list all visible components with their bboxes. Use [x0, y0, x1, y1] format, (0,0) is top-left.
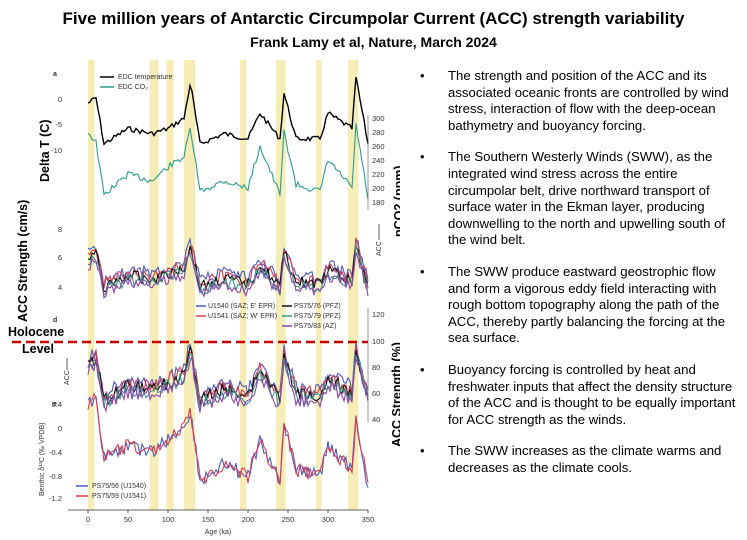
panel-letter-a: a: [53, 71, 57, 78]
bullet-item: Buoyancy forcing is controlled by heat a…: [418, 362, 740, 428]
tick-e-04: 0.4: [52, 400, 62, 409]
x-axis-label: Age (ka): [205, 529, 231, 536]
tick-co2-300: 300: [372, 114, 385, 123]
legend-ps7576: PS75/76 (PFZ): [294, 303, 341, 310]
series-line: [87, 251, 369, 300]
right-axis-a: 300 280 260 240 220 200 180: [367, 114, 385, 210]
series-ps7556: [87, 395, 369, 488]
x-axis-ticks: 0 50 100 150 200 250 300 350: [86, 510, 374, 524]
acc-arrow-label-d: ACC: [64, 370, 71, 385]
left-axis-a: 0 -5 -10: [51, 95, 62, 155]
tick-b-6: 6: [58, 253, 62, 262]
holocene-label: Holocene: [8, 325, 64, 339]
bullet-list: The strength and position of the ACC and…: [418, 68, 740, 491]
panel-b-series: [87, 237, 369, 300]
tick-dt-neg10: -10: [51, 146, 62, 155]
tick-b-4: 4: [58, 283, 62, 292]
legend-ps7579: PS75/79 (PFZ): [294, 313, 341, 320]
interglacial-band: [166, 60, 174, 510]
tick-dt-neg5: -5: [55, 120, 62, 129]
tick-co2-260: 260: [372, 142, 385, 151]
legend-u1540: U1540 (SAZ; E' EPR): [208, 303, 275, 310]
page-title: Five million years of Antarctic Circumpo…: [62, 9, 685, 28]
panel-letter-e: e: [53, 401, 57, 408]
x-tick-label: 50: [124, 515, 132, 524]
x-tick-label: 200: [242, 515, 255, 524]
tick-d-60: 60: [372, 389, 380, 398]
interglacial-band: [184, 60, 196, 510]
bullet-item: The SWW increases as the climate warms a…: [418, 443, 740, 476]
left-axis-b: 8 6 4: [58, 225, 62, 292]
tick-d-40: 40: [372, 415, 380, 424]
acc-arrow-label: ACC: [376, 241, 383, 256]
right-axis-d: 120 100 80 60 40: [367, 308, 385, 424]
legend-ps7583: PS75/83 (AZ): [294, 323, 336, 330]
tick-co2-220: 220: [372, 170, 385, 179]
tick-co2-180: 180: [372, 198, 385, 207]
bullet-item: The strength and position of the ACC and…: [418, 68, 740, 134]
tick-b-8: 8: [58, 225, 62, 234]
x-tick-label: 150: [202, 515, 215, 524]
legend-ps7559: PS75/59 (U1541): [92, 493, 146, 500]
citation-subtitle: Frank Lamy et al, Nature, March 2024: [250, 34, 497, 50]
interglacial-band: [240, 60, 247, 510]
bullet-item: The SWW produce eastward geostrophic flo…: [418, 264, 740, 347]
series-ps7559: [87, 392, 369, 485]
benthic-label: Benthic δ¹³C (‰ VPDB): [39, 422, 46, 496]
tick-d-100: 100: [372, 337, 385, 346]
panel-d-series: [87, 341, 369, 414]
delta-t-label: Delta T (C): [38, 120, 52, 183]
panel-letter-d: d: [53, 317, 57, 324]
acc-cms-label: ACC Strength (cm/s): [16, 200, 30, 322]
x-tick-label: 350: [362, 515, 375, 524]
legend-ps7556: PS75/56 (U1540): [92, 483, 146, 490]
pco2-label: pCO2 (ppm): [392, 165, 400, 237]
tick-e-neg04: -0.4: [49, 448, 62, 457]
legend-u1541: U1541 (SAZ; W' EPR): [208, 313, 277, 320]
co2-series: [87, 123, 369, 200]
holocene-level-label: Level: [22, 342, 54, 356]
tick-co2-240: 240: [372, 156, 385, 165]
legend-e: PS75/56 (U1540) PS75/59 (U1541): [76, 483, 146, 500]
interglacial-band: [88, 60, 95, 510]
tick-e-neg12: -1.2: [49, 494, 62, 503]
tick-e-0: 0: [58, 424, 62, 433]
x-tick-label: 0: [86, 515, 90, 524]
legend-co2: EDC CO₂: [118, 84, 148, 91]
tick-co2-200: 200: [372, 184, 385, 193]
series-line: [87, 237, 369, 289]
temperature-series: [87, 76, 369, 146]
legend-d: U1540 (SAZ; E' EPR) U1541 (SAZ; W' EPR) …: [196, 303, 341, 330]
tick-d-80: 80: [372, 363, 380, 372]
paleoclimate-figure: a EDC temperature EDC CO₂ 0 -5 -10 Delta…: [8, 60, 400, 536]
legend-temperature: EDC temperature: [118, 74, 173, 81]
tick-e-neg08: -0.8: [49, 472, 62, 481]
x-tick-label: 100: [162, 515, 175, 524]
series-line: [87, 355, 369, 414]
x-tick-label: 250: [282, 515, 295, 524]
tick-dt-0: 0: [58, 95, 62, 104]
panel-e-series: [87, 392, 369, 488]
series-line: [87, 245, 369, 293]
x-tick-label: 300: [322, 515, 335, 524]
interglacial-band: [348, 60, 359, 510]
left-axis-e: 0.4 0 -0.4 -0.8 -1.2: [49, 400, 62, 503]
tick-d-120: 120: [372, 310, 385, 319]
acc-pct-label: ACC Strength (%): [390, 342, 400, 447]
tick-co2-280: 280: [372, 128, 385, 137]
bullet-item: The Southern Westerly Winds (SWW), as th…: [418, 149, 740, 249]
interglacial-band: [316, 60, 322, 510]
